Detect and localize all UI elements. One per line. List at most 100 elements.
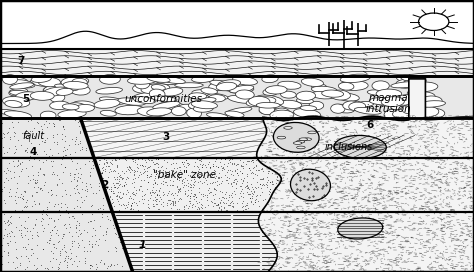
Ellipse shape — [189, 93, 207, 99]
Ellipse shape — [291, 169, 330, 201]
Text: fault: fault — [22, 131, 44, 141]
Ellipse shape — [339, 81, 368, 91]
Ellipse shape — [135, 79, 150, 89]
Ellipse shape — [151, 96, 177, 101]
Ellipse shape — [132, 92, 156, 101]
Ellipse shape — [40, 111, 56, 120]
Ellipse shape — [5, 100, 22, 107]
Ellipse shape — [177, 104, 193, 111]
Ellipse shape — [422, 96, 442, 105]
Ellipse shape — [55, 84, 78, 91]
Ellipse shape — [172, 107, 186, 116]
Ellipse shape — [43, 87, 68, 96]
Ellipse shape — [259, 105, 274, 115]
Ellipse shape — [10, 83, 34, 89]
Ellipse shape — [94, 99, 120, 108]
Ellipse shape — [232, 76, 257, 85]
Ellipse shape — [191, 101, 218, 109]
Ellipse shape — [210, 80, 234, 87]
Ellipse shape — [273, 108, 290, 118]
Ellipse shape — [402, 105, 417, 114]
Ellipse shape — [388, 103, 405, 111]
Ellipse shape — [100, 75, 120, 84]
Ellipse shape — [303, 138, 311, 141]
Ellipse shape — [369, 98, 397, 105]
Ellipse shape — [408, 82, 438, 92]
Text: 7: 7 — [18, 56, 25, 66]
Text: inclusions: inclusions — [324, 142, 373, 152]
Ellipse shape — [418, 101, 446, 107]
Ellipse shape — [0, 76, 27, 83]
Ellipse shape — [278, 81, 301, 89]
Ellipse shape — [218, 80, 240, 88]
Ellipse shape — [151, 85, 165, 90]
Ellipse shape — [367, 90, 387, 95]
Ellipse shape — [61, 77, 89, 87]
Bar — [0, 158, 474, 212]
Ellipse shape — [201, 88, 218, 94]
Ellipse shape — [284, 126, 292, 129]
Ellipse shape — [338, 218, 383, 239]
Ellipse shape — [401, 75, 426, 83]
Ellipse shape — [256, 102, 280, 108]
Ellipse shape — [343, 101, 360, 110]
Ellipse shape — [281, 91, 296, 98]
Ellipse shape — [175, 83, 203, 88]
Ellipse shape — [384, 109, 403, 119]
Ellipse shape — [50, 101, 70, 110]
Ellipse shape — [296, 91, 316, 101]
Ellipse shape — [100, 110, 116, 116]
Polygon shape — [256, 79, 474, 272]
Ellipse shape — [340, 74, 371, 83]
Ellipse shape — [193, 104, 214, 112]
Ellipse shape — [293, 109, 320, 118]
Ellipse shape — [255, 95, 283, 106]
Ellipse shape — [418, 107, 439, 117]
Bar — [0, 49, 474, 76]
Text: "bake" zone: "bake" zone — [154, 171, 216, 180]
Ellipse shape — [309, 101, 324, 110]
Ellipse shape — [376, 89, 401, 98]
Ellipse shape — [277, 136, 286, 139]
Text: 4: 4 — [29, 147, 37, 157]
Ellipse shape — [157, 76, 185, 84]
Ellipse shape — [273, 122, 319, 152]
Ellipse shape — [151, 88, 175, 97]
Ellipse shape — [73, 101, 95, 108]
Ellipse shape — [209, 81, 233, 91]
Ellipse shape — [391, 82, 420, 88]
Ellipse shape — [74, 104, 94, 112]
Ellipse shape — [396, 79, 417, 88]
Ellipse shape — [50, 92, 65, 102]
Ellipse shape — [141, 84, 170, 94]
Text: 3: 3 — [162, 132, 170, 142]
Text: unconformities: unconformities — [125, 94, 202, 104]
Ellipse shape — [229, 87, 254, 93]
Ellipse shape — [192, 90, 210, 96]
Ellipse shape — [332, 104, 355, 113]
Ellipse shape — [246, 97, 276, 107]
Ellipse shape — [137, 107, 166, 117]
Ellipse shape — [407, 89, 425, 97]
Ellipse shape — [248, 96, 270, 106]
Ellipse shape — [31, 75, 51, 82]
Ellipse shape — [392, 109, 411, 119]
Ellipse shape — [265, 86, 287, 94]
Ellipse shape — [9, 95, 32, 102]
Ellipse shape — [198, 98, 216, 103]
Ellipse shape — [378, 101, 399, 106]
Ellipse shape — [0, 109, 21, 115]
Ellipse shape — [216, 82, 237, 91]
Ellipse shape — [390, 95, 420, 105]
Ellipse shape — [311, 84, 327, 91]
Ellipse shape — [331, 104, 345, 113]
Ellipse shape — [16, 92, 38, 100]
Ellipse shape — [128, 76, 157, 84]
Ellipse shape — [421, 108, 445, 118]
Ellipse shape — [296, 140, 305, 143]
Ellipse shape — [279, 100, 302, 109]
Ellipse shape — [63, 81, 88, 89]
Ellipse shape — [236, 90, 254, 99]
Ellipse shape — [299, 138, 308, 141]
Ellipse shape — [343, 79, 363, 85]
